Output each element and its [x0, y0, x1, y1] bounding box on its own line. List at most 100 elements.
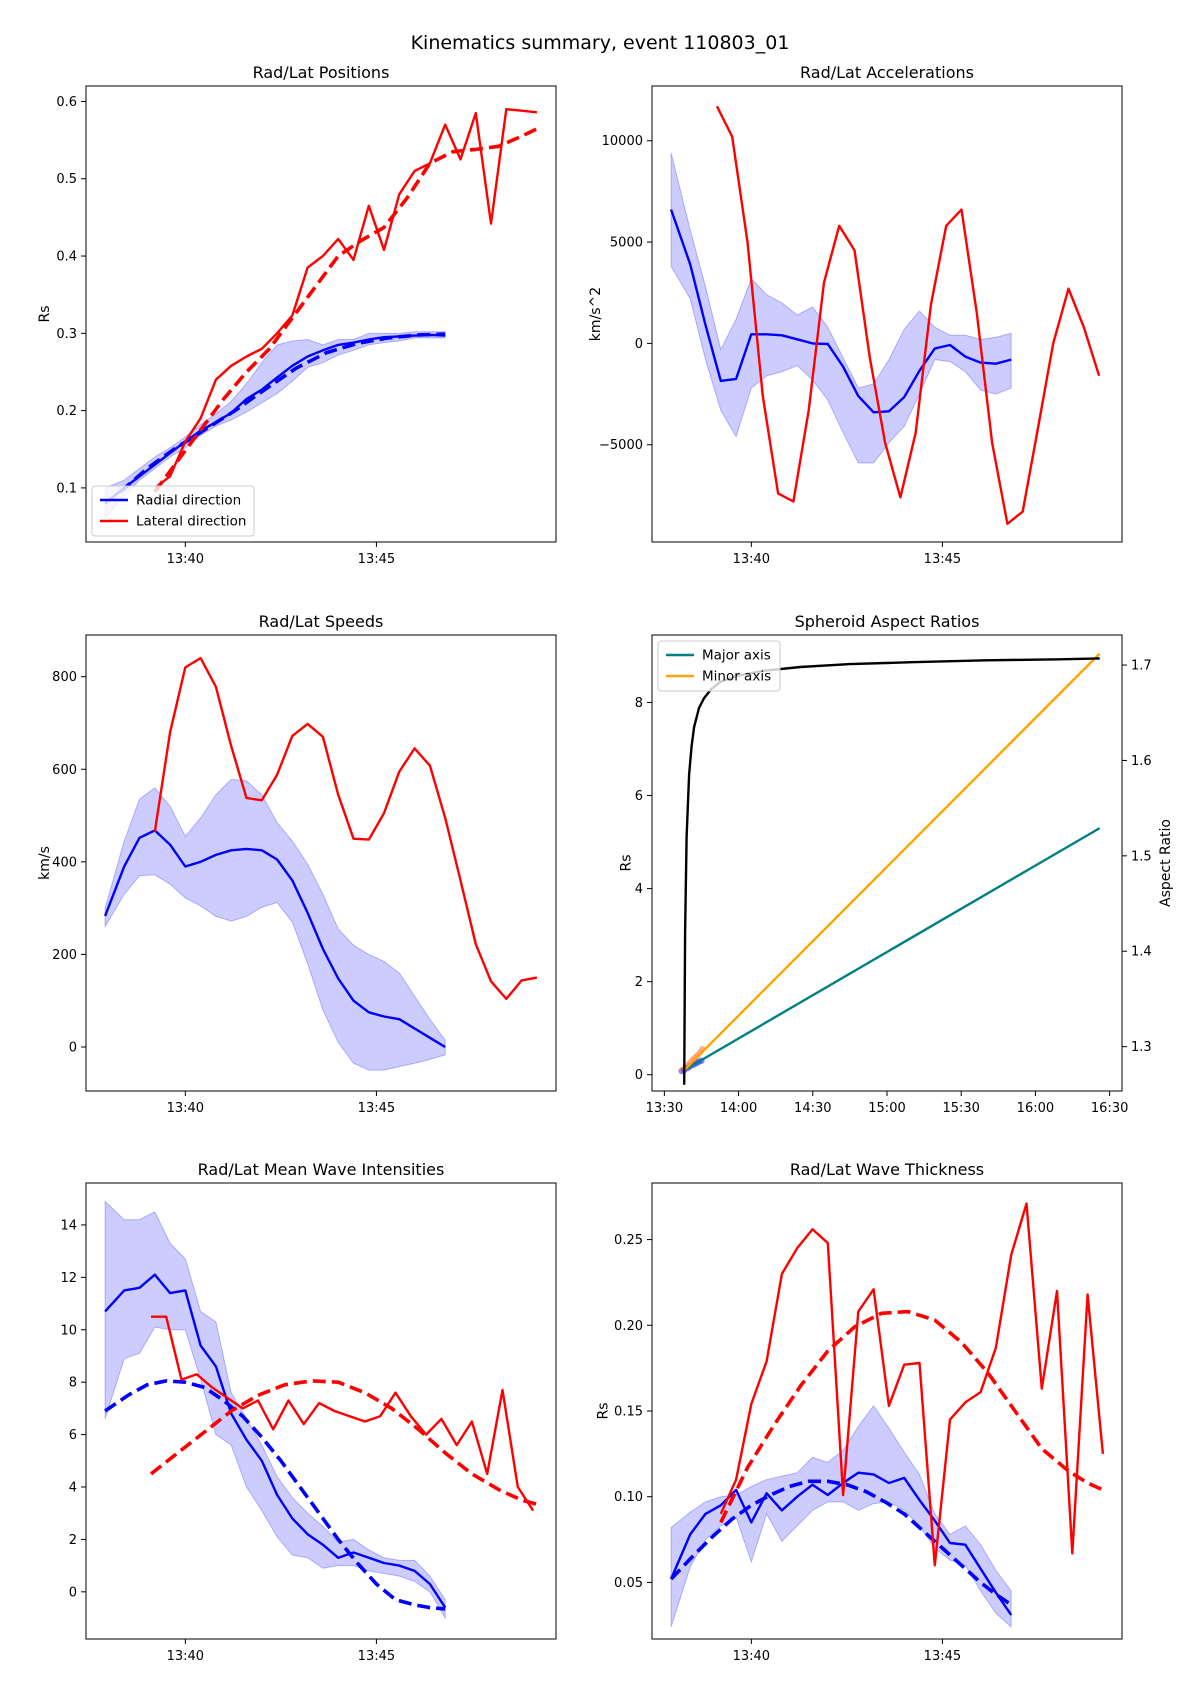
y-tick-label: 0: [635, 337, 643, 352]
y-tick-label: −5000: [599, 438, 643, 453]
x-tick-label: 13:45: [924, 552, 961, 567]
y-tick-label: 0.2: [56, 404, 77, 419]
series-line-0: [104, 1273, 447, 1609]
legend-box: [91, 485, 255, 537]
y-axis-label: km/s^2: [588, 287, 604, 341]
y-tick-label: 6: [635, 789, 643, 804]
panel-speeds: 13:40 13:45 0 200 400 600 800 Rad/Lat Speeds km/…: [37, 612, 557, 1116]
plot-area: [104, 108, 542, 521]
x-tick-label: 16:30: [1091, 1101, 1128, 1116]
y-tick-label: 8: [635, 696, 643, 711]
y-tick-label: 0: [69, 1041, 77, 1056]
legend-label: Lateral direction: [136, 514, 246, 530]
y-tick-label: 0.10: [614, 1490, 643, 1505]
y-right-axis-label: Aspect Ratio: [1158, 819, 1174, 907]
y-tick-label: 0: [69, 1585, 77, 1600]
uncertainty-band: [104, 331, 446, 521]
x-tick-label: 14:30: [794, 1101, 831, 1116]
x-tick-label: 13:40: [733, 1649, 770, 1664]
series-line-2: [719, 1202, 1105, 1567]
y-axis-label: km/s: [37, 846, 53, 880]
panel-title: Rad/Lat Positions: [253, 63, 390, 82]
y-tick-label: 6: [69, 1428, 77, 1443]
legend-label: Radial direction: [136, 493, 241, 509]
panel-thickness: 13:40 13:45 0.05 0.10 0.15 0.20 0.25 Rad/Lat Wa…: [596, 1160, 1123, 1664]
plot-area: [669, 1202, 1105, 1629]
series-line-1: [715, 105, 1101, 525]
panel-title: Rad/Lat Accelerations: [800, 63, 974, 82]
y-tick-label: 0.5: [56, 172, 77, 187]
series-line-1: [683, 652, 1101, 1071]
y-tick-label: 0.6: [56, 95, 77, 110]
panel-intensities: 13:40 13:45 0 2 4 6 8 10 12 14 Rad/Lat Mean Wave I…: [60, 1160, 557, 1664]
panel-title: Rad/Lat Wave Thickness: [790, 1160, 984, 1179]
y-tick-label: 0.20: [614, 1319, 643, 1334]
y-tick-label: 8: [69, 1376, 77, 1391]
x-tick-label: 15:00: [868, 1101, 905, 1116]
y-tick-label: 0.1: [56, 481, 77, 496]
series-line-1: [104, 1379, 446, 1611]
y-tick-label: 12: [60, 1271, 77, 1286]
x-tick-label: 16:00: [1017, 1101, 1054, 1116]
y-tick-label: 0.25: [614, 1233, 643, 1248]
plot-area: [103, 656, 538, 1071]
y-axis-label: Rs: [618, 854, 634, 871]
y-tick-label: 0.3: [56, 327, 77, 342]
figure-title: Kinematics summary, event 110803_01: [411, 32, 790, 54]
uncertainty-band: [670, 152, 1012, 464]
x-tick-label: 13:40: [167, 1101, 204, 1116]
uncertainty-band: [104, 778, 446, 1071]
x-tick-label: 13:45: [358, 552, 395, 567]
series-line-0: [683, 827, 1101, 1072]
y-right-tick-label: 1.4: [1131, 945, 1152, 960]
x-tick-label: 15:30: [942, 1101, 979, 1116]
series-line-0: [103, 829, 446, 1049]
plot-area: [104, 1200, 542, 1620]
panel-spheroid: 13:30 14:00 14:30 15:00 15:30 16:00 16:30 0 2 4 6 8…: [618, 612, 1174, 1116]
axes-frame: [85, 85, 557, 543]
y-right-tick-label: 1.6: [1131, 754, 1152, 769]
y-tick-label: 600: [52, 763, 77, 778]
series-line-1: [119, 332, 446, 494]
y-tick-label: 200: [52, 948, 77, 963]
y-tick-label: 10: [60, 1323, 77, 1338]
y-tick-label: 800: [52, 670, 77, 685]
y-tick-label: 5000: [610, 236, 643, 251]
x-tick-label: 14:00: [720, 1101, 757, 1116]
x-tick-label: 13:30: [646, 1101, 683, 1116]
series-line-3: [719, 1309, 1104, 1524]
legend-label: Major axis: [702, 648, 771, 664]
y-tick-label: 2: [69, 1533, 77, 1548]
series-line-1: [669, 1479, 1013, 1607]
y-tick-label: 0.4: [56, 250, 77, 265]
y-right-tick-label: 1.5: [1131, 849, 1152, 864]
y-tick-label: 0.05: [614, 1576, 643, 1591]
panel-positions: 13:40 13:45 0.1 0.2 0.3 0.4 0.5 0.6 Rad/Lat Posi…: [37, 63, 557, 567]
x-tick-label: 13:40: [733, 552, 770, 567]
x-tick-label: 13:45: [358, 1649, 395, 1664]
uncertainty-band: [670, 1404, 1012, 1629]
series-line-2: [151, 1315, 535, 1512]
y-tick-label: 10000: [602, 134, 643, 149]
x-tick-label: 13:40: [167, 552, 204, 567]
series-line-3: [153, 125, 542, 493]
y-tick-label: 2: [635, 975, 643, 990]
plot-area: [669, 105, 1101, 525]
legend-label: Minor axis: [702, 669, 771, 685]
y-tick-label: 0.15: [614, 1405, 643, 1420]
axes-frame: [85, 634, 557, 1092]
y-right-tick-label: 1.3: [1131, 1040, 1152, 1055]
y-tick-label: 0: [635, 1068, 643, 1083]
y-tick-label: 4: [635, 882, 643, 897]
series-line-0: [669, 209, 1012, 414]
series-line-1: [153, 656, 538, 1001]
axes-frame: [651, 85, 1123, 543]
legend: Major axis Minor axis: [657, 640, 781, 692]
panel-title: Rad/Lat Mean Wave Intensities: [198, 1160, 445, 1179]
y-axis-label: Rs: [596, 1402, 612, 1419]
panel-accelerations: 13:40 13:45 −5000 0 5000 10000 Rad/Lat Acceler…: [588, 63, 1123, 567]
series-line-3: [149, 1379, 542, 1508]
axes-frame: [85, 1182, 557, 1640]
legend-box: [657, 640, 781, 692]
